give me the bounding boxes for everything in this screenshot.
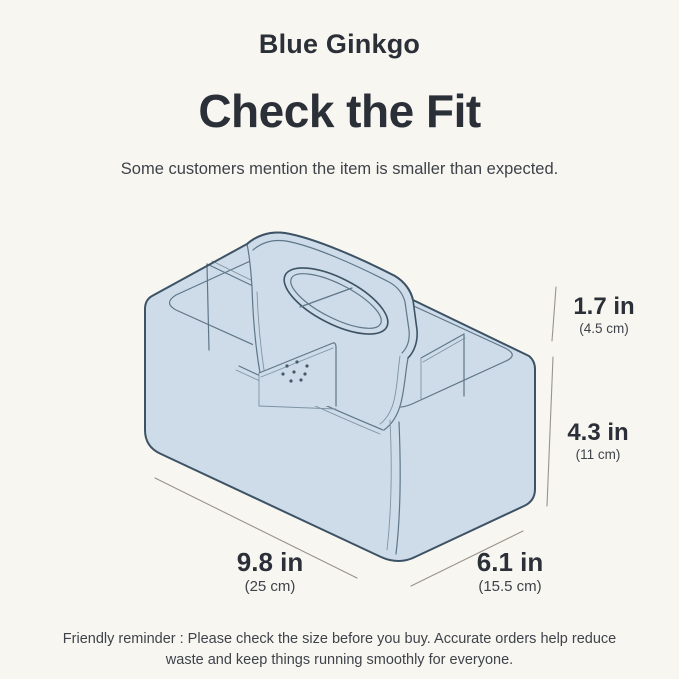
caddy-outline [144,231,536,562]
dimension-line-body-height [546,356,554,507]
dimension-handle-height: 1.7 in (4.5 cm) [573,294,634,336]
dimension-length: 9.8 in (25 cm) [236,547,304,596]
rim-line-through-cutout [299,287,353,308]
dimension-lines [154,286,557,587]
divider-dotted-face [259,342,336,406]
divider-right [420,333,466,401]
handle-left-edge [246,243,261,374]
handle-right-lower-edge-2 [379,355,401,425]
handle-cutout-inner-line [290,273,382,329]
divider-dotted-top-edge [258,342,337,407]
handle-wall-back-vertical [206,263,210,351]
dimension-value: 1.7 in [573,293,635,320]
handle-arch-inner-line [252,239,410,354]
handle-cutout [283,267,389,335]
divider-dotted-bottom-edge [258,405,337,410]
dimension-value: 9.8 in [236,547,304,577]
handle-wall-back-edge-2 [211,260,256,283]
drain-holes [281,360,309,383]
brand-logo: Blue Ginkgo [258,29,421,59]
dimension-line-length [154,477,358,579]
dimension-metric: (25 cm) [244,578,296,596]
dimension-line-handle-height [551,286,557,342]
reminder-note: Friendly reminder : Please check the siz… [62,631,617,668]
dimension-width: 6.1 in (15.5 cm) [476,547,544,596]
handle-left-edge-2 [256,291,265,371]
handle-wall-back-edge [206,263,254,287]
dimension-value: 4.3 in [567,419,629,446]
handle-right-lower-edge [383,357,409,431]
front-corner-edge-2 [386,419,392,551]
dimension-metric: (15.5 cm) [478,578,542,596]
dimension-metric: (11 cm) [575,447,621,463]
dimension-value: 6.1 in [476,547,544,577]
dimension-body-height: 4.3 in (11 cm) [567,420,628,462]
front-corner-edge [395,421,401,555]
subtitle-text: Some customers mention the item is small… [120,160,559,178]
dimension-metric: (4.5 cm) [579,321,629,337]
dimension-line-width [410,530,524,587]
page-title: Check the Fit [198,85,481,137]
